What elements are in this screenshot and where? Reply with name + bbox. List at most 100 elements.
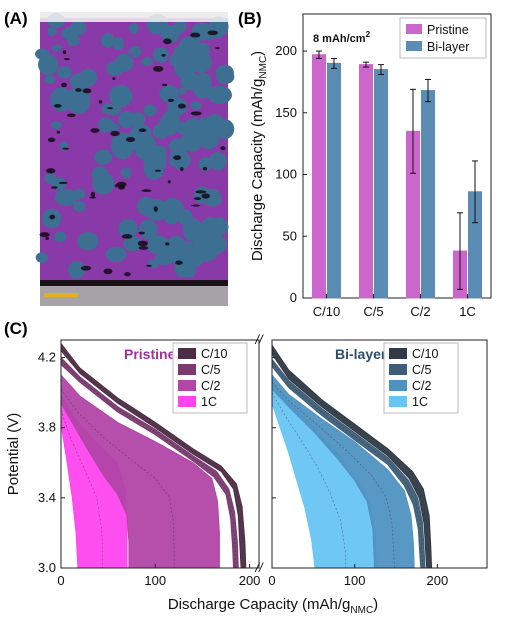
particle xyxy=(129,123,152,146)
x-tick-label: C/2 xyxy=(410,304,430,319)
particle xyxy=(72,201,86,212)
void xyxy=(106,107,114,110)
void xyxy=(180,166,184,172)
void xyxy=(173,155,182,161)
legend-swatch-C/2 xyxy=(178,380,196,391)
particle xyxy=(79,68,98,87)
bar-pristine-C/5 xyxy=(359,64,373,299)
x-tick-label: C/10 xyxy=(313,304,340,319)
x-tick-label: C/5 xyxy=(363,304,383,319)
legend-label-C/2: C/2 xyxy=(201,379,221,393)
void xyxy=(39,232,50,238)
legend-swatch-1C xyxy=(178,396,196,407)
void xyxy=(62,147,70,150)
void xyxy=(193,197,202,201)
void xyxy=(75,88,82,92)
void xyxy=(162,83,168,87)
mean-line-C/2 xyxy=(60,388,175,568)
void xyxy=(190,111,202,116)
particle xyxy=(210,196,222,205)
particle xyxy=(190,51,212,73)
curve-legend: C/10 C/5 C/2 1C xyxy=(383,342,459,414)
legend-swatch-C/5 xyxy=(389,364,407,375)
void xyxy=(215,46,220,50)
micrograph-interface xyxy=(40,280,228,286)
legend-swatch-1C xyxy=(389,396,407,407)
void xyxy=(80,265,92,271)
void xyxy=(137,240,148,247)
subplot-frame xyxy=(60,339,260,569)
particle xyxy=(38,53,59,76)
mean-line-C/5 xyxy=(271,362,424,569)
void xyxy=(201,193,210,199)
void xyxy=(67,113,76,118)
scale-bar xyxy=(44,293,78,297)
void xyxy=(110,130,120,137)
void xyxy=(177,103,186,109)
void xyxy=(51,186,58,189)
subplot-pristine: 0 100 200 Pristine C/10 C/5 C/2 1C xyxy=(57,339,260,588)
axis-break-top: // xyxy=(254,332,264,347)
void xyxy=(165,242,170,246)
particle xyxy=(129,112,146,126)
particle xyxy=(173,20,187,33)
legend-swatch-pristine xyxy=(406,24,422,34)
micrograph-top-edge xyxy=(40,12,228,22)
void xyxy=(138,231,145,235)
void xyxy=(190,32,201,38)
particle xyxy=(92,172,115,195)
particle xyxy=(195,224,207,236)
particle xyxy=(165,213,178,225)
particle xyxy=(35,252,49,263)
particle xyxy=(152,123,170,139)
void xyxy=(49,214,56,220)
mean-line-C/10 xyxy=(60,346,244,569)
y-tick-label: 50 xyxy=(283,228,297,243)
curve-x-axis-title: Discharge Capacity (mAh/gNMC) xyxy=(168,596,378,616)
particle xyxy=(68,261,86,279)
void xyxy=(163,38,172,45)
discharge-capacity-bar-chart: 0 50 100 150 200 C/10 C/5 C/2 1C 8 mAh/cm2 Pristin… xyxy=(249,13,492,319)
void xyxy=(191,204,201,207)
particle xyxy=(143,158,164,180)
legend-label-C/2: C/2 xyxy=(412,379,432,393)
void xyxy=(46,168,56,174)
particle xyxy=(147,235,170,255)
particle xyxy=(98,117,115,133)
particle xyxy=(62,26,79,41)
particle xyxy=(141,57,153,67)
particle xyxy=(112,36,124,51)
void xyxy=(167,98,175,102)
particle xyxy=(47,26,57,37)
void xyxy=(53,104,62,108)
legend-swatch-C/10 xyxy=(178,348,196,359)
bar-bi-layer-C/10 xyxy=(327,62,341,299)
bar-bi-layer-C/5 xyxy=(374,69,388,299)
particle xyxy=(181,129,203,152)
particle xyxy=(159,85,179,103)
void xyxy=(141,189,152,193)
y-tick-label: 0 xyxy=(290,290,297,305)
void xyxy=(90,128,100,133)
particle xyxy=(121,167,132,179)
particle xyxy=(106,103,121,116)
particle xyxy=(215,64,234,82)
micrograph-particles xyxy=(35,12,235,279)
void xyxy=(62,50,67,55)
particle xyxy=(152,47,169,63)
void xyxy=(47,137,56,143)
particle xyxy=(147,259,159,269)
axis-break-bottom: // xyxy=(254,560,264,575)
void xyxy=(138,246,149,250)
particle xyxy=(105,61,124,76)
particle xyxy=(143,104,157,117)
particle xyxy=(94,149,113,165)
void xyxy=(98,100,103,104)
void xyxy=(116,181,127,188)
void xyxy=(61,82,67,88)
void xyxy=(103,268,113,275)
mean-line-1C xyxy=(271,392,346,569)
particle xyxy=(105,246,127,263)
void xyxy=(58,181,68,185)
